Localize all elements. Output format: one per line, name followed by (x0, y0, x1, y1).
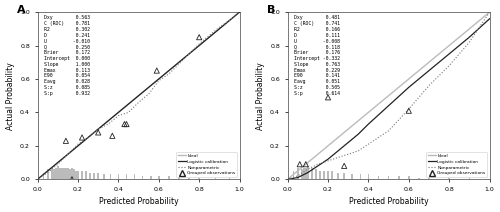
Point (68, 178, 76, 181)
Text: Dxy        0.481
C (ROC)    0.741
R2         0.166
D          0.111
U         -0: Dxy 0.481 C (ROC) 0.741 R2 0.166 D 0.111… (294, 15, 340, 96)
Bar (408, 176, 410, 179)
Bar (63, 167, 64, 179)
Bar (98, 173, 99, 179)
Text: B: B (268, 5, 276, 15)
Bar (307, 166, 308, 179)
Point (120, 122, 128, 126)
Point (94, 131, 102, 134)
Bar (126, 174, 128, 179)
Point (324, 96, 332, 99)
Point (78, 136, 86, 139)
Bar (378, 176, 380, 179)
Bar (388, 176, 390, 179)
Bar (71, 167, 73, 179)
Bar (352, 174, 353, 179)
Bar (311, 167, 312, 179)
Y-axis label: Actual Probability: Actual Probability (256, 62, 264, 130)
Bar (43, 173, 44, 179)
Bar (368, 174, 369, 179)
Point (302, 163, 310, 166)
Bar (47, 169, 48, 179)
Bar (178, 176, 180, 179)
Bar (228, 178, 230, 179)
X-axis label: Predicted Probability: Predicted Probability (99, 197, 178, 206)
Bar (104, 174, 105, 179)
Point (296, 163, 304, 166)
Bar (315, 169, 316, 179)
Bar (142, 176, 144, 179)
Bar (468, 178, 470, 179)
Bar (198, 178, 200, 179)
Bar (59, 167, 60, 179)
X-axis label: Predicted Probability: Predicted Probability (349, 197, 428, 206)
Bar (344, 173, 345, 179)
Bar (150, 176, 152, 179)
Bar (418, 178, 420, 179)
Bar (67, 167, 68, 179)
Bar (448, 178, 450, 179)
Bar (86, 171, 87, 179)
Bar (55, 167, 56, 179)
Bar (297, 167, 298, 179)
Point (62, 139, 70, 142)
Bar (65, 167, 66, 179)
Bar (338, 173, 339, 179)
Bar (57, 166, 58, 179)
Bar (69, 169, 70, 179)
Point (108, 134, 116, 138)
Y-axis label: Actual Probability: Actual Probability (6, 62, 15, 130)
Bar (327, 171, 329, 179)
Point (340, 164, 348, 167)
Bar (118, 174, 119, 179)
Legend: Ideal, Logistic calibration, Nonparametric, Grouped observations: Ideal, Logistic calibration, Nonparametr… (426, 152, 488, 177)
Bar (51, 167, 52, 179)
Text: Dxy        0.563
C (ROC)    0.781
R2         0.302
D          0.241
U         -0: Dxy 0.563 C (ROC) 0.781 R2 0.302 D 0.241… (44, 15, 90, 96)
Bar (168, 176, 170, 179)
Bar (360, 174, 361, 179)
Bar (81, 171, 83, 179)
Bar (90, 173, 91, 179)
Bar (53, 169, 54, 179)
Bar (305, 167, 306, 179)
Point (195, 35, 203, 39)
Bar (94, 173, 95, 179)
Bar (293, 171, 294, 179)
Bar (158, 176, 160, 179)
Bar (398, 176, 400, 179)
Bar (188, 178, 190, 179)
Bar (61, 167, 62, 179)
Point (405, 109, 413, 112)
Bar (428, 178, 430, 179)
Bar (134, 174, 136, 179)
Bar (75, 171, 77, 179)
Bar (331, 171, 333, 179)
Point (153, 69, 161, 72)
Point (122, 122, 130, 126)
Text: A: A (18, 5, 26, 15)
Bar (77, 171, 79, 179)
Bar (110, 174, 111, 179)
Bar (301, 169, 302, 179)
Bar (323, 171, 325, 179)
Bar (303, 167, 304, 179)
Legend: Ideal, Logistic calibration, Nonparametric, Grouped observations: Ideal, Logistic calibration, Nonparametr… (176, 152, 238, 177)
Bar (319, 171, 320, 179)
Bar (214, 178, 216, 179)
Bar (73, 169, 75, 179)
